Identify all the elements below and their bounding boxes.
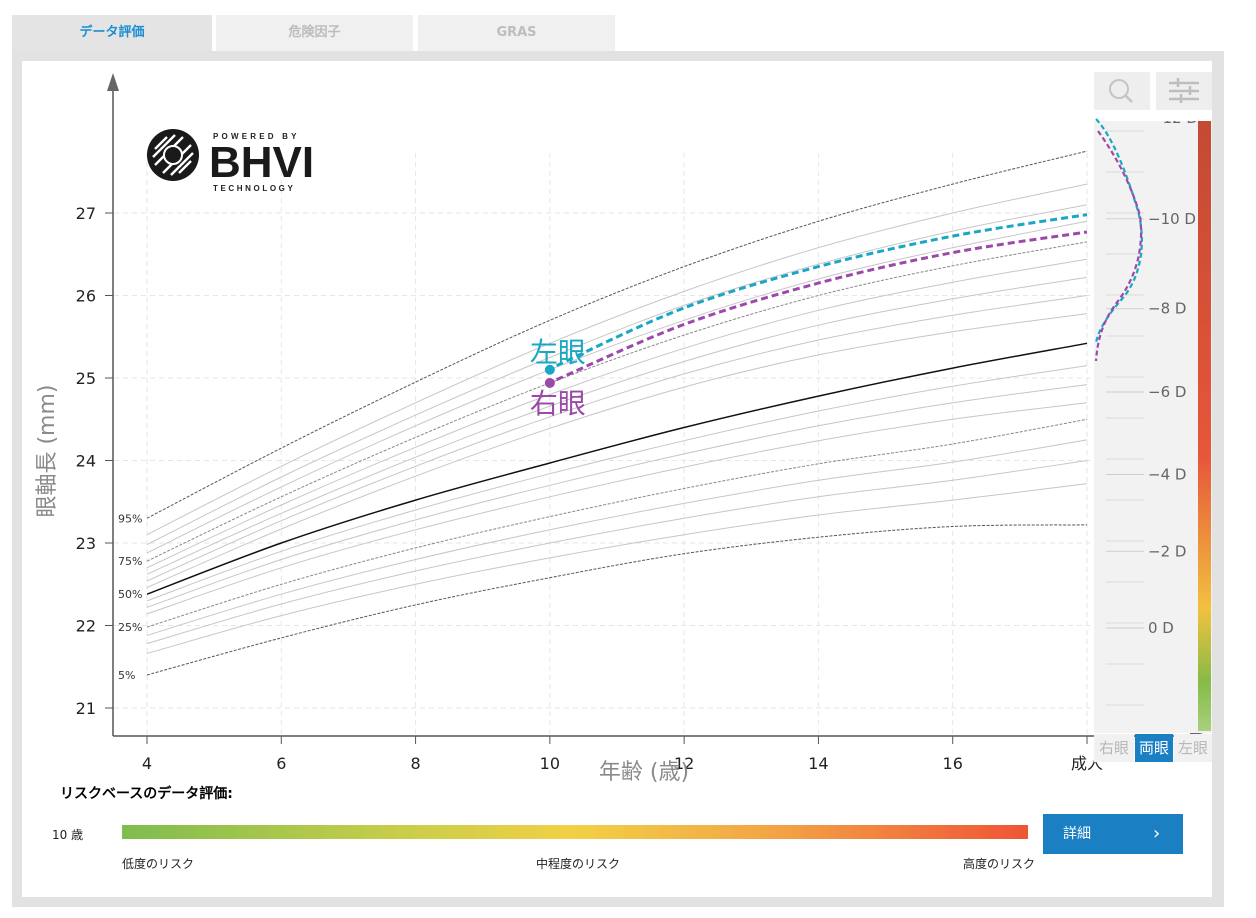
percentile-curve (146, 313, 1088, 588)
right-eye-projection (556, 230, 1088, 381)
percentile-curve (146, 384, 1088, 608)
search-icon (1109, 79, 1133, 103)
content-frame: 4 6 8 10 12 14 16 成人 21 22 23 24 25 26 27 95% 75% 50% 25%… (12, 51, 1224, 907)
y-axis-arrow-icon (107, 73, 119, 91)
percentile-label: 25% (118, 621, 142, 634)
risk-title: リスクベースのデータ評価: (60, 786, 233, 802)
left-eye-projection (555, 213, 1088, 367)
risk-low-label: 低度のリスク (122, 857, 195, 871)
x-tick-label: 16 (943, 754, 963, 773)
y-tick-label: 23 (76, 534, 96, 553)
percentile-curve (146, 241, 1088, 562)
risk-gradient-bar (122, 825, 1028, 839)
x-tick-label: 10 (540, 754, 560, 773)
percentile-curve (146, 276, 1088, 575)
bhvi-logo: POWERED BY BHVI TECHNOLOGY (147, 129, 314, 193)
left-eye-distribution (1094, 118, 1143, 344)
sliders-icon (1169, 78, 1199, 103)
y-tick-label: 22 (76, 617, 96, 636)
detail-button-label: 詳細 (1063, 826, 1091, 842)
x-tick-label: 6 (276, 754, 286, 773)
logo-brand-text: BHVI (209, 138, 314, 187)
search-button[interactable] (1094, 72, 1150, 110)
percentile-label: 95% (118, 512, 142, 525)
percentile-curve (146, 295, 1088, 582)
y-tick-label: 26 (76, 287, 96, 306)
sphere-scale-label: −8 D (1148, 300, 1186, 318)
sphere-scale-label: −10 D (1148, 210, 1196, 228)
percentile-labels: 95% 75% 50% 25% 5% (118, 512, 142, 682)
percentile-curve (146, 220, 1088, 554)
sphere-scale-label: −4 D (1148, 466, 1186, 484)
risk-age-label: 10 歳 (52, 828, 84, 842)
left-eye-label: 左眼 (530, 336, 586, 369)
y-tick-label: 25 (76, 369, 96, 388)
percentile-curve (146, 418, 1088, 628)
chart-grid (114, 153, 1090, 736)
sphere-color-bar (1198, 121, 1211, 731)
risk-mid-label: 中程度のリスク (536, 857, 621, 871)
percentile-curve (146, 258, 1088, 569)
y-tick-label: 24 (76, 452, 96, 471)
percentile-curve (146, 365, 1088, 602)
x-tick-label: 4 (142, 754, 152, 773)
chart-panel: 4 6 8 10 12 14 16 成人 21 22 23 24 25 26 27 95% 75% 50% 25%… (22, 61, 1212, 897)
x-axis-title: 年齢 (歳) (599, 760, 689, 785)
detail-button[interactable]: 詳細 › (1043, 814, 1183, 854)
sphere-scale: −10 D−8 D−6 D−4 D−2 D0 D−12 D (1094, 101, 1212, 733)
sphere-scale-label: 0 D (1148, 619, 1174, 637)
percentile-curve (146, 204, 1088, 546)
percentile-curve (146, 150, 1088, 519)
left-eye-point (544, 364, 555, 375)
percentile-curve (146, 439, 1088, 636)
sphere-scale-label: −6 D (1148, 383, 1186, 401)
settings-button[interactable] (1156, 72, 1212, 110)
percentile-curve (146, 402, 1088, 615)
percentile-curve (146, 483, 1088, 654)
right-eye-distribution (1094, 130, 1143, 362)
percentile-curve (146, 460, 1088, 645)
eye-toggle-both[interactable]: 両眼 (1135, 734, 1173, 762)
y-axis-title: 眼軸長 (mm) (35, 384, 60, 517)
logo-tech-text: TECHNOLOGY (213, 184, 295, 193)
risk-high-label: 高度のリスク (963, 857, 1036, 871)
right-eye-label: 右眼 (530, 387, 586, 420)
percentile-curve (146, 342, 1088, 595)
logo-powered-text: POWERED BY (213, 132, 300, 141)
percentile-label: 5% (118, 669, 135, 682)
percentile-label: 75% (118, 555, 142, 568)
x-tick-label: 14 (808, 754, 828, 773)
y-tick-label: 21 (76, 699, 96, 718)
sphere-scale-bg (1094, 121, 1212, 733)
eye-toggle-right[interactable]: 右眼 (1094, 734, 1134, 762)
percentile-label: 50% (118, 588, 142, 601)
eye-toggle-left[interactable]: 左眼 (1174, 734, 1212, 762)
sphere-scale-label: −2 D (1148, 542, 1186, 560)
tab-gras[interactable]: GRAS (418, 15, 615, 51)
percentile-curves (146, 150, 1088, 676)
x-tick-label: 12 (674, 754, 694, 773)
tab-risk-factors[interactable]: 危険因子 (216, 15, 413, 51)
x-tick-label: 8 (410, 754, 420, 773)
y-tick-label: 27 (76, 204, 96, 223)
right-eye-point (544, 377, 555, 388)
chevron-right-icon: › (1153, 823, 1161, 844)
percentile-curve (146, 524, 1088, 676)
tab-data-evaluation[interactable]: データ評価 (12, 15, 212, 51)
percentile-curve (146, 183, 1088, 536)
